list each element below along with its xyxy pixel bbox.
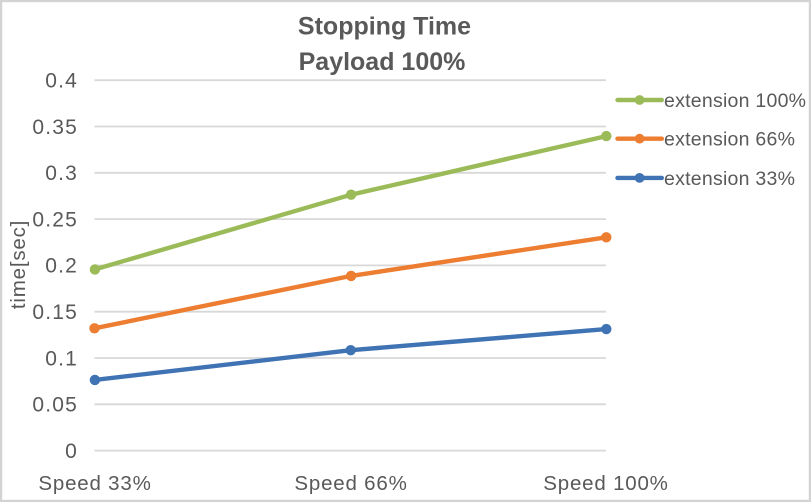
svg-text:0.35: 0.35 (32, 116, 78, 139)
svg-text:0.4: 0.4 (45, 70, 78, 93)
svg-text:Speed 100%: Speed 100% (543, 472, 668, 495)
svg-text:time[sec]: time[sec] (7, 220, 30, 309)
svg-text:extension 33%: extension 33% (664, 168, 795, 190)
svg-text:0.3: 0.3 (45, 162, 78, 185)
svg-text:Speed 33%: Speed 33% (38, 472, 151, 495)
svg-text:0.2: 0.2 (45, 255, 78, 278)
svg-text:0.1: 0.1 (45, 347, 78, 370)
svg-text:0.05: 0.05 (32, 394, 78, 417)
svg-text:extension 100%: extension 100% (664, 90, 806, 112)
svg-text:0.15: 0.15 (32, 301, 78, 324)
svg-text:Payload 100%: Payload 100% (299, 48, 466, 76)
svg-text:0: 0 (65, 440, 78, 463)
svg-text:0.25: 0.25 (32, 208, 78, 231)
svg-text:extension 66%: extension 66% (664, 129, 795, 151)
svg-text:Stopping Time: Stopping Time (298, 13, 471, 41)
svg-text:Speed 66%: Speed 66% (294, 472, 407, 495)
